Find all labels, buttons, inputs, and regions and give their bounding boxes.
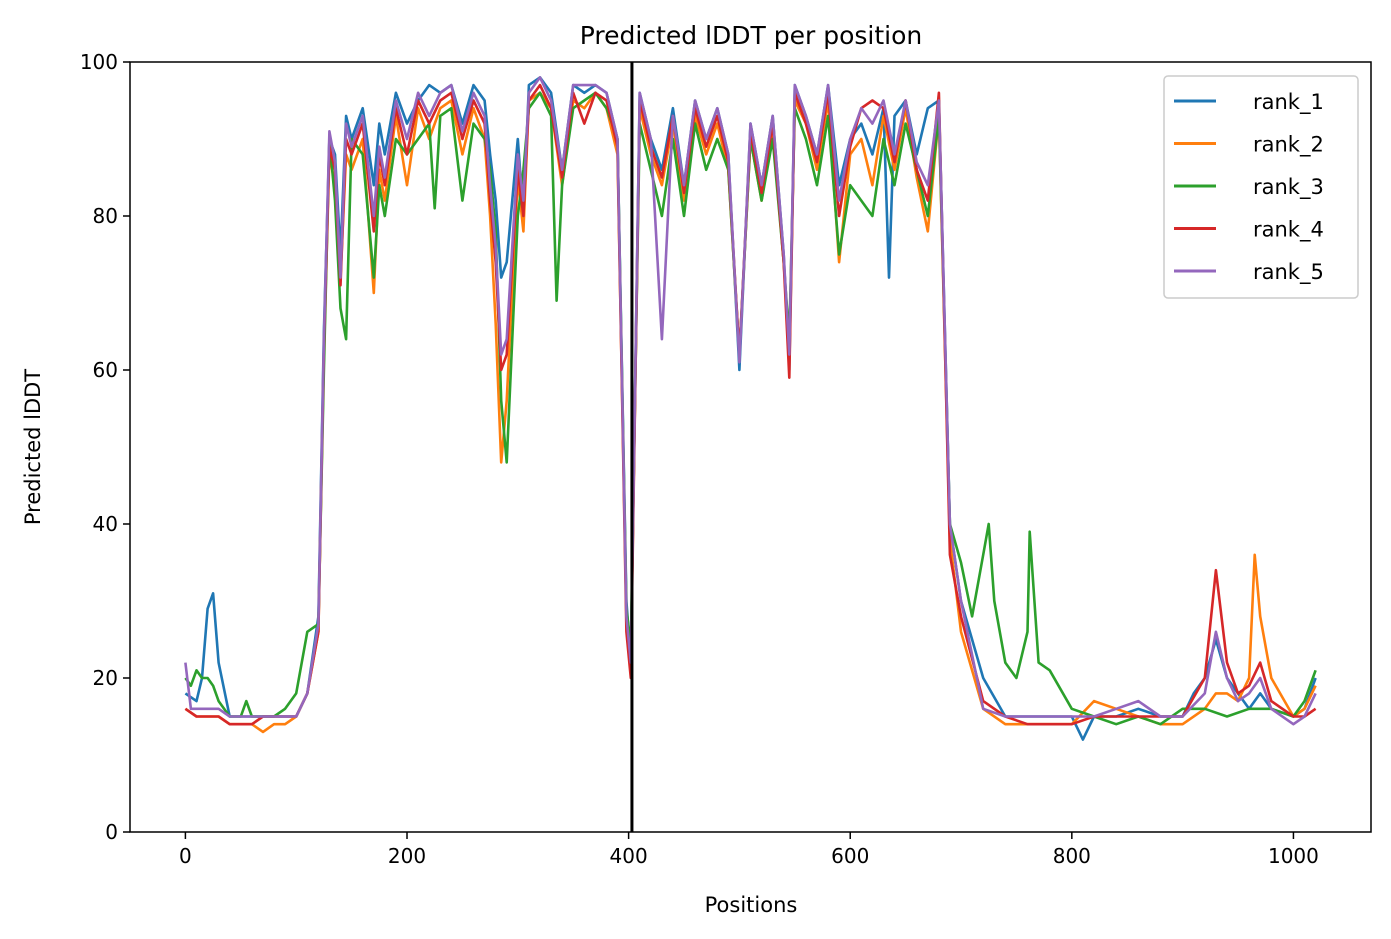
x-tick-label: 0: [179, 844, 192, 868]
series-line-rank_5: [184, 76, 1317, 726]
legend-label-rank_3: rank_3: [1253, 175, 1324, 200]
legend-label-rank_4: rank_4: [1253, 218, 1324, 243]
chart-title: Predicted lDDT per position: [580, 21, 922, 50]
x-axis: 0 200 400 600 800 1000: [179, 832, 1319, 868]
y-tick-label: 60: [93, 358, 118, 382]
legend-label-rank_5: rank_5: [1253, 260, 1324, 285]
y-tick-label: 40: [93, 512, 118, 536]
x-tick-label: 1000: [1268, 844, 1319, 868]
x-tick-label: 800: [1053, 844, 1091, 868]
y-tick-label: 100: [80, 50, 118, 74]
y-axis: 0 20 40 60 80 100: [80, 50, 130, 844]
plot-area: [184, 62, 1317, 832]
legend-label-rank_2: rank_2: [1253, 133, 1324, 158]
y-tick-label: 20: [93, 666, 118, 690]
x-tick-label: 600: [831, 844, 869, 868]
legend-label-rank_1: rank_1: [1253, 90, 1324, 115]
series-layer: [184, 76, 1317, 741]
legend-box: [1163, 75, 1359, 299]
y-tick-label: 80: [93, 204, 118, 228]
series-line-rank_1: [184, 76, 1317, 741]
y-tick-label: 0: [105, 820, 118, 844]
x-tick-label: 400: [610, 844, 648, 868]
legend: rank_1 rank_2 rank_3 rank_4 rank_5: [1163, 75, 1359, 299]
x-axis-title: Positions: [705, 893, 798, 917]
y-axis-title: Predicted lDDT: [21, 369, 45, 525]
plot-frame: [129, 61, 1372, 833]
x-tick-label: 200: [388, 844, 426, 868]
